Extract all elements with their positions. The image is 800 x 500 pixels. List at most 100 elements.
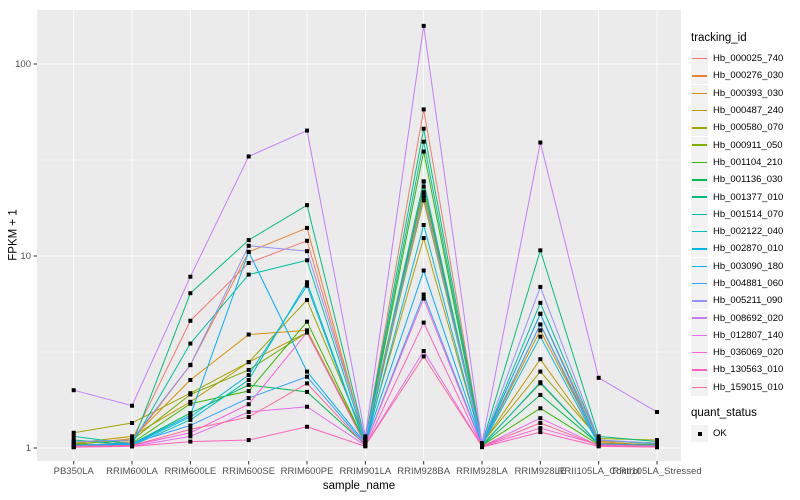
data-point: [130, 443, 135, 448]
y-tick-label: 1: [26, 443, 31, 454]
data-point: [246, 372, 251, 377]
legend-key-icon: [691, 378, 708, 396]
panel-background: [37, 10, 681, 461]
legend-entry: Hb_008692_020: [691, 309, 799, 327]
data-point: [305, 389, 310, 394]
data-point: [246, 409, 251, 414]
data-point: [480, 444, 485, 449]
legend-entry: Hb_159015_010: [691, 378, 799, 396]
data-point: [538, 248, 543, 253]
data-point: [188, 392, 193, 397]
legend-entry-label: Hb_000487_240: [713, 105, 784, 117]
legend-key-icon: [691, 223, 708, 241]
series-color-line-icon: [692, 369, 707, 371]
legend-key-icon: [691, 326, 708, 344]
data-point: [246, 402, 251, 407]
data-point: [538, 380, 543, 385]
legend-key-icon: [691, 84, 708, 102]
data-point: [538, 140, 543, 145]
data-point: [421, 179, 426, 184]
data-point: [305, 369, 310, 374]
data-point: [188, 430, 193, 435]
data-point: [246, 396, 251, 401]
data-point: [246, 360, 251, 365]
data-point: [421, 349, 426, 354]
data-point: [538, 311, 543, 316]
data-point: [188, 378, 193, 383]
data-point: [421, 223, 426, 228]
data-point: [188, 291, 193, 296]
y-tick-label: 10: [20, 251, 31, 262]
legend-key-icon: [691, 309, 708, 327]
data-point: [421, 107, 426, 112]
data-point: [130, 441, 135, 446]
data-point: [421, 23, 426, 28]
x-tick-label: RRII105LA_Control: [557, 466, 639, 477]
data-point: [71, 430, 76, 435]
data-point: [538, 392, 543, 397]
data-point: [421, 320, 426, 325]
legend-entries: Hb_000025_740 Hb_000276_030 Hb_000393_030 H…: [691, 50, 799, 396]
data-point: [421, 126, 426, 131]
series-color-line-icon: [692, 317, 707, 319]
legend-key-icon: [691, 292, 708, 310]
y-tick-label: 100: [15, 59, 31, 70]
data-point: [305, 283, 310, 288]
data-point: [305, 258, 310, 263]
legend-entry: Hb_001514_070: [691, 205, 799, 223]
series-color-line-icon: [692, 248, 707, 250]
data-point: [188, 417, 193, 422]
legend-key-icon: [691, 50, 708, 68]
data-point: [188, 423, 193, 428]
series-color-line-icon: [692, 75, 707, 77]
legend-entry-label: Hb_005211_090: [713, 295, 783, 307]
black-square-point-icon: [697, 431, 702, 436]
data-point: [538, 369, 543, 374]
legend-key-icon: [691, 205, 708, 223]
data-point: [421, 190, 426, 195]
data-point: [188, 439, 193, 444]
data-point: [130, 438, 135, 443]
legend-entry-label: Hb_000580_070: [713, 122, 784, 134]
data-point: [421, 139, 426, 144]
legend-entry: Hb_000393_030: [691, 84, 799, 102]
legend-entry-label: Hb_003090_180: [713, 260, 784, 272]
series-color-line-icon: [692, 161, 707, 164]
series-color-line-icon: [692, 144, 707, 146]
data-point: [421, 268, 426, 273]
legend-entry-label: Hb_000911_050: [713, 139, 783, 151]
x-tick-label: RRIM600PE: [281, 466, 334, 477]
data-point: [305, 225, 310, 230]
series-color-line-icon: [692, 386, 707, 389]
legend-key-icon: [691, 257, 708, 275]
legend-entry: Hb_003090_180: [691, 257, 799, 275]
data-point: [596, 443, 601, 448]
series-color-line-icon: [692, 127, 707, 129]
data-point: [655, 441, 659, 446]
legend-entry: Hb_000911_050: [691, 136, 799, 154]
data-point: [421, 292, 426, 297]
series-color-line-icon: [692, 282, 707, 285]
data-point: [188, 274, 193, 279]
x-tick-label: RRIM600SE: [222, 466, 275, 477]
series-color-line-icon: [692, 334, 707, 337]
data-point: [71, 444, 76, 449]
legend-entry-ok: OK: [691, 425, 799, 443]
data-point: [421, 354, 426, 359]
data-point: [305, 128, 310, 133]
x-tick-label: RRIM901LA: [339, 466, 391, 477]
legend-entry-label: Hb_002122_040: [713, 226, 784, 238]
x-tick-label: RRIM600LE: [164, 466, 216, 477]
legend-entry-label: Hb_012807_140: [713, 329, 784, 341]
legend-entry: Hb_012807_140: [691, 326, 799, 344]
legend-entry-label: Hb_001377_010: [713, 191, 784, 203]
legend-entry-label: Hb_000393_030: [713, 87, 784, 99]
legend-entry-label: Hb_159015_010: [713, 381, 784, 393]
data-point: [538, 420, 543, 425]
legend-key-icon: [691, 153, 708, 171]
data-point: [246, 249, 251, 254]
data-point: [188, 427, 193, 432]
data-point: [188, 318, 193, 323]
data-point: [538, 426, 543, 431]
